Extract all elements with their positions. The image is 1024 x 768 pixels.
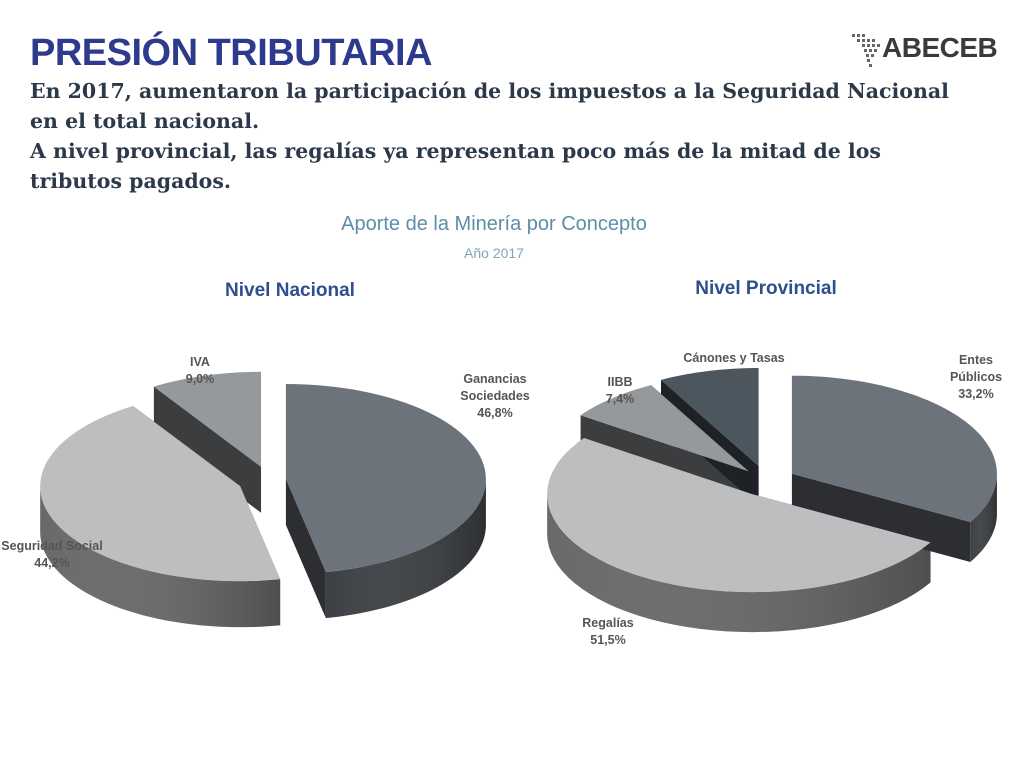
chart-subtitle: Año 2017 [464, 245, 524, 261]
slice-label: Regalías 51,5% [582, 616, 633, 647]
slice-label-line: 44,2% [34, 556, 69, 570]
pie-slice [153, 371, 262, 467]
chart-title: Aporte de la Minería por Concepto [341, 213, 647, 235]
pie-slice-side-shade [547, 494, 931, 633]
slice-label-line: Cánones y Tasas [683, 351, 784, 365]
slice-label-line: Sociedades [460, 389, 530, 403]
pie-slice [580, 385, 749, 472]
pie-slice-wall [153, 386, 262, 513]
pie-slice [791, 375, 997, 522]
pie-nacional [40, 371, 486, 628]
slice-label-line: Entes [959, 353, 993, 367]
pie-title-provincial: Nivel Provincial [695, 278, 837, 299]
slice-label: Ganancias Sociedades 46,8% [460, 372, 530, 420]
slice-label: Entes Públicos 33,2% [950, 353, 1002, 401]
slice-label: Seguridad Social 44,2% [1, 539, 102, 570]
slide-title: PRESIÓN TRIBUTARIA [30, 32, 432, 74]
slice-label-line: IVA [190, 355, 210, 369]
slice-label-line: 51,5% [590, 633, 625, 647]
slide-subtitle: En 2017, aumentaron la participación de … [30, 76, 990, 196]
slice-label-line: IIBB [608, 375, 633, 389]
slice-label-line: Ganancias [463, 372, 526, 386]
pie-slice [40, 405, 281, 582]
subtitle-line: En 2017, aumentaron la participación de … [30, 79, 949, 103]
subtitle-line: A nivel provincial, las regalías ya repr… [30, 139, 881, 163]
slice-label-line: Regalías [582, 616, 633, 630]
pie-labels: Ganancias Sociedades 46,8% Seguridad Social… [1, 351, 1002, 647]
pie-slice [661, 368, 759, 467]
slice-label-line: Públicos [950, 370, 1002, 384]
slice-label-line: 7,9% [720, 368, 749, 382]
pie-slice-side-shade [40, 486, 281, 628]
subtitle-line: tributos pagados. [30, 169, 232, 193]
abeceb-logo: ABECEB [850, 30, 998, 70]
pie-slice-side-shade [325, 479, 486, 619]
slice-label-line: Seguridad Social [1, 539, 102, 553]
map-dots-icon [852, 34, 880, 67]
slice-label-line: 33,2% [958, 387, 993, 401]
slice-label: IIBB 7,4% [606, 375, 635, 406]
subtitle-line: en el total nacional. [30, 109, 260, 133]
pie-slice-wall [285, 479, 326, 619]
slice-label-line: 7,4% [606, 392, 635, 406]
pie-slice-wall [791, 473, 971, 562]
slice-label-line: 9,0% [186, 372, 215, 386]
pie-title-nacional: Nivel Nacional [225, 280, 355, 301]
slice-label-line: 46,8% [477, 406, 512, 420]
pie-slice-side-shade [970, 473, 997, 562]
pie-slice [547, 437, 931, 593]
slice-label: IVA 9,0% [186, 355, 215, 386]
logo-text: ABECEB [882, 32, 998, 63]
slice-label: Cánones y Tasas 7,9% [683, 351, 784, 382]
pie-slice [285, 384, 486, 573]
pie-provincial [547, 368, 997, 633]
